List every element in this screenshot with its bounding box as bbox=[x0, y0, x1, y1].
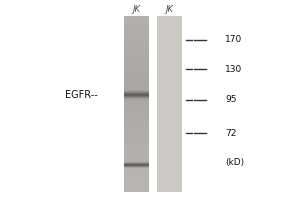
Text: (kD): (kD) bbox=[225, 158, 244, 166]
Bar bbox=[124, 101, 149, 104]
Bar bbox=[124, 92, 149, 93]
Bar bbox=[124, 91, 149, 92]
Bar bbox=[124, 98, 149, 101]
Bar bbox=[124, 136, 149, 139]
Bar bbox=[124, 39, 149, 42]
Bar bbox=[124, 98, 149, 99]
Bar bbox=[124, 116, 149, 119]
Bar bbox=[124, 83, 149, 86]
Bar bbox=[124, 89, 149, 92]
Bar bbox=[124, 16, 149, 192]
Bar bbox=[124, 19, 149, 22]
Text: 130: 130 bbox=[225, 64, 242, 73]
Bar bbox=[124, 37, 149, 39]
Bar bbox=[124, 72, 149, 75]
Bar bbox=[124, 125, 149, 127]
Bar bbox=[124, 119, 149, 122]
Bar bbox=[124, 95, 149, 98]
Bar bbox=[124, 130, 149, 133]
Bar bbox=[124, 94, 149, 95]
Text: EGFR--: EGFR-- bbox=[64, 90, 98, 100]
Bar bbox=[124, 75, 149, 78]
Bar bbox=[124, 51, 149, 54]
Bar bbox=[124, 28, 149, 31]
Bar bbox=[124, 22, 149, 25]
Bar bbox=[124, 92, 149, 95]
Bar bbox=[124, 145, 149, 148]
Bar bbox=[124, 78, 149, 81]
Bar bbox=[124, 86, 149, 89]
Bar bbox=[124, 148, 149, 151]
Bar bbox=[124, 69, 149, 72]
Text: JK: JK bbox=[166, 4, 173, 14]
Text: JK: JK bbox=[133, 4, 140, 14]
Bar bbox=[124, 81, 149, 83]
Bar bbox=[124, 90, 149, 91]
Bar bbox=[124, 54, 149, 57]
Bar bbox=[124, 151, 149, 154]
Bar bbox=[124, 142, 149, 145]
Bar bbox=[124, 31, 149, 34]
Bar bbox=[124, 16, 149, 19]
Text: 95: 95 bbox=[225, 96, 236, 104]
Bar bbox=[124, 104, 149, 107]
Bar bbox=[124, 97, 149, 98]
Bar bbox=[124, 48, 149, 51]
Bar bbox=[124, 127, 149, 130]
Bar bbox=[124, 57, 149, 60]
Bar bbox=[124, 110, 149, 113]
Bar bbox=[124, 96, 149, 97]
Bar bbox=[124, 133, 149, 136]
Bar bbox=[124, 157, 149, 160]
Bar bbox=[124, 45, 149, 48]
Bar bbox=[124, 160, 149, 163]
Bar bbox=[124, 63, 149, 66]
Bar bbox=[124, 42, 149, 45]
Bar bbox=[124, 154, 149, 157]
Bar bbox=[124, 66, 149, 69]
Text: 170: 170 bbox=[225, 36, 242, 45]
Bar bbox=[124, 122, 149, 125]
Bar bbox=[124, 34, 149, 37]
Bar bbox=[124, 60, 149, 63]
Bar bbox=[157, 16, 182, 192]
Bar bbox=[124, 25, 149, 28]
Bar bbox=[124, 139, 149, 142]
Bar bbox=[124, 107, 149, 110]
Bar bbox=[124, 113, 149, 116]
Bar bbox=[124, 95, 149, 96]
Bar bbox=[124, 99, 149, 100]
Bar bbox=[124, 93, 149, 94]
Text: 72: 72 bbox=[225, 129, 236, 138]
